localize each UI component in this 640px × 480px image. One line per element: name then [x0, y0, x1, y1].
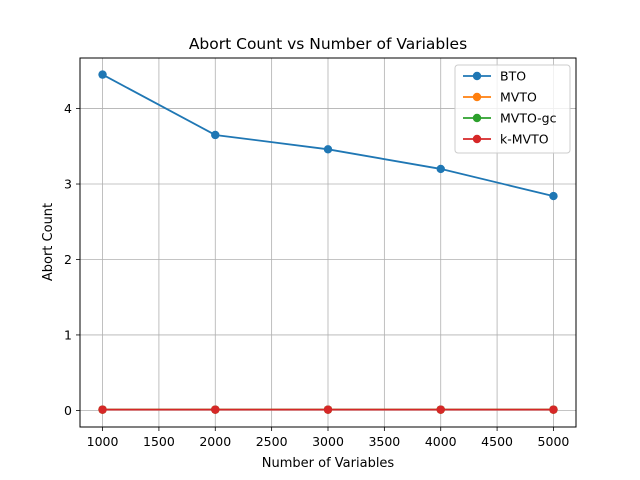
- legend-label: MVTO: [500, 90, 537, 105]
- data-point: [436, 405, 445, 414]
- data-point: [323, 405, 333, 414]
- x-tick-label: 1000: [87, 434, 119, 449]
- data-point: [211, 130, 220, 140]
- data-point: [549, 191, 558, 201]
- series-layer: [98, 70, 558, 414]
- y-tick-label: 1: [64, 327, 72, 342]
- y-tick-label: 0: [64, 403, 72, 418]
- y-tick-label: 2: [64, 252, 72, 267]
- y-axis: 0 1 2 3 4: [64, 101, 80, 418]
- legend-marker: [472, 71, 482, 81]
- data-point: [436, 164, 445, 174]
- x-tick-label: 3500: [368, 434, 400, 449]
- legend-marker: [472, 92, 482, 102]
- x-tick-label: 4000: [425, 434, 457, 449]
- legend-label: BTO: [500, 69, 526, 84]
- x-tick-label: 2500: [256, 434, 288, 449]
- legend-box: [454, 64, 571, 154]
- legend-item: k-MVTO: [463, 132, 549, 147]
- y-tick-label: 4: [64, 101, 72, 116]
- series-bto: [98, 70, 558, 201]
- legend-item: BTO: [463, 69, 526, 84]
- legend: BTO MVTO MVTO-gc k-MVTO: [454, 64, 571, 154]
- legend-marker: [472, 134, 482, 144]
- data-point: [549, 405, 558, 414]
- y-tick-label: 3: [64, 177, 72, 192]
- series-k-mvto: [98, 405, 558, 414]
- x-axis: 1000 1500 2000 2500 3000 3500 4000 4500 5000: [87, 427, 570, 449]
- data-point: [211, 405, 220, 414]
- chart-title: Abort Count vs Number of Variables: [189, 35, 467, 53]
- x-tick-label: 5000: [538, 434, 570, 449]
- data-point: [98, 405, 107, 414]
- y-axis-label: Abort Count: [41, 203, 56, 281]
- x-tick-label: 4500: [481, 434, 513, 449]
- legend-item: MVTO: [463, 90, 537, 105]
- legend-label: MVTO-gc: [500, 111, 557, 126]
- data-point: [323, 145, 333, 154]
- data-point: [98, 70, 107, 79]
- x-tick-label: 3000: [312, 434, 344, 449]
- legend-marker: [472, 113, 482, 123]
- legend-label: k-MVTO: [500, 132, 549, 147]
- x-tick-label: 1500: [143, 434, 175, 449]
- x-axis-label: Number of Variables: [262, 456, 395, 471]
- legend-item: MVTO-gc: [463, 111, 557, 126]
- x-tick-label: 2000: [199, 434, 231, 449]
